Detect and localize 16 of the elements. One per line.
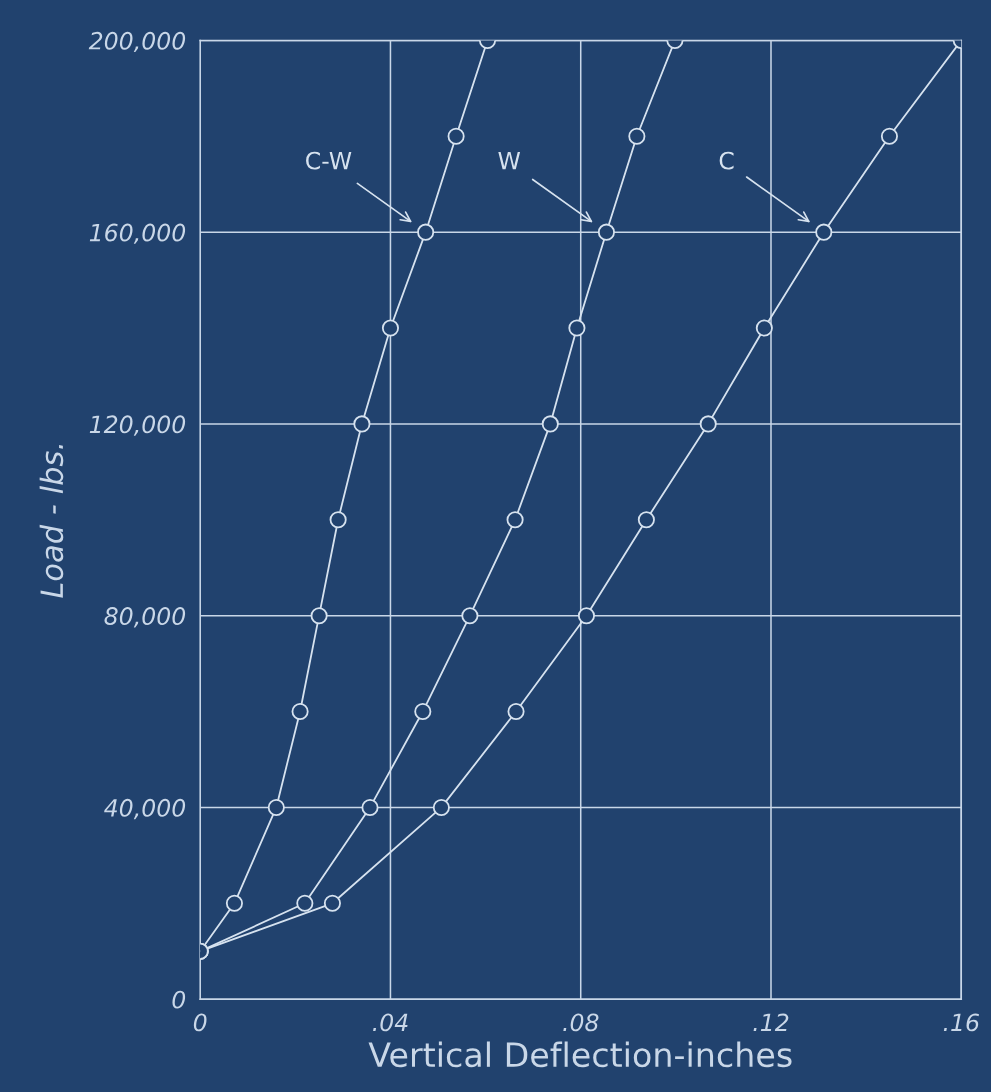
y-axis-title: Load - lbs. [39, 444, 64, 598]
x-tick-label: 0 [193, 1013, 207, 1032]
x-tick-label: .16 [943, 1013, 979, 1032]
y-tick-label: 200,000 [88, 31, 186, 53]
y-tick-label: 160,000 [89, 223, 186, 244]
x-tick-label: .04 [373, 1013, 408, 1032]
x-axis-title: Vertical Deflection-inches [368, 1041, 792, 1068]
x-tick-label: .12 [753, 1013, 789, 1032]
y-tick-label: 120,000 [89, 415, 186, 436]
text: C-W [306, 151, 352, 170]
x-tick-label: .08 [563, 1013, 599, 1032]
y-tick-label: 0 [172, 990, 186, 1009]
text: W [498, 152, 521, 170]
y-tick-label: 80,000 [104, 607, 186, 628]
text: C [719, 151, 734, 170]
y-tick-label: 40,000 [104, 798, 186, 820]
